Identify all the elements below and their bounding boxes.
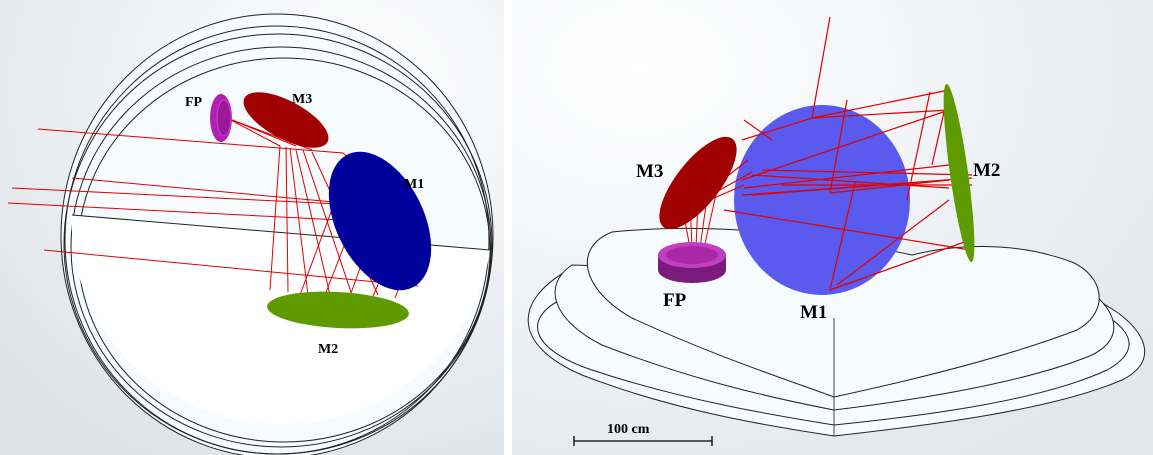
m1-label: M1 bbox=[800, 302, 827, 323]
fp-label: FP bbox=[185, 95, 203, 110]
light-rays bbox=[697, 16, 973, 291]
m3-label: M3 bbox=[292, 92, 312, 107]
front-view-drawing: FP M3 M1 M2 bbox=[0, 0, 504, 455]
m3-label: M3 bbox=[636, 161, 663, 182]
m3-mirror bbox=[243, 92, 329, 148]
front-view-panel: FP M3 M1 M2 bbox=[0, 0, 504, 455]
m2-label: M2 bbox=[318, 342, 338, 357]
perspective-view-panel: M3 M2 FP M1 100 cm bbox=[512, 0, 1153, 455]
m1-label: M1 bbox=[404, 177, 424, 192]
m2-mirror bbox=[267, 291, 409, 329]
baffle-stack bbox=[527, 227, 1145, 437]
m3-mirror bbox=[659, 136, 737, 230]
light-rays bbox=[7, 117, 419, 299]
perspective-view-drawing: M3 M2 FP M1 100 cm bbox=[512, 0, 1153, 455]
scale-bar-label: 100 cm bbox=[607, 422, 650, 437]
fp-focal-plane-face bbox=[216, 99, 232, 137]
m1-mirror bbox=[734, 105, 910, 295]
m2-mirror bbox=[943, 83, 975, 263]
m2-label: M2 bbox=[973, 160, 1000, 181]
m1-mirror bbox=[328, 151, 432, 291]
scale-bar bbox=[573, 436, 713, 446]
fp-focal-plane bbox=[658, 242, 726, 283]
fp-label: FP bbox=[663, 290, 687, 311]
